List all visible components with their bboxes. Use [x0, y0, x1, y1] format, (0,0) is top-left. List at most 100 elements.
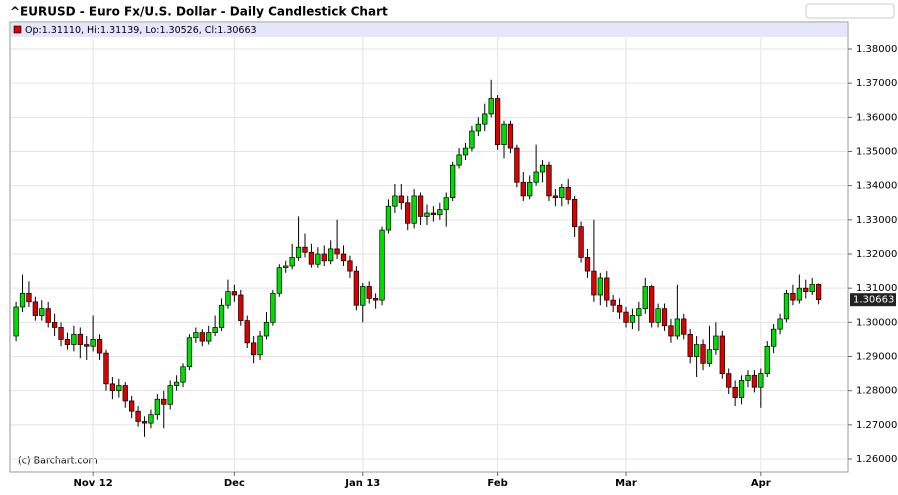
plot-area — [9, 21, 849, 473]
candle-body — [758, 373, 764, 388]
candle-body — [321, 253, 327, 262]
candle-body — [751, 374, 758, 388]
candle-body — [488, 98, 494, 115]
candle-body — [430, 212, 437, 216]
candle-body — [790, 292, 796, 301]
candle-body — [276, 267, 282, 294]
candle-body — [668, 325, 674, 337]
candle-body — [180, 366, 186, 383]
candle-body — [308, 251, 315, 265]
candle-body — [19, 292, 26, 308]
candle-body — [32, 301, 39, 316]
candle-body — [783, 292, 790, 320]
candle-body — [649, 286, 655, 323]
y-tick-label: 1.32000 — [856, 249, 897, 260]
y-tick-label: 1.37000 — [856, 78, 897, 89]
candle-body — [494, 98, 501, 146]
candle-body — [334, 248, 340, 255]
candle-body — [738, 380, 745, 398]
candle-body — [148, 414, 154, 424]
y-tick-label: 1.36000 — [856, 112, 897, 123]
candle-body — [636, 308, 642, 316]
legend-strip — [11, 23, 847, 37]
candle-body — [244, 320, 250, 344]
candle-body — [13, 306, 19, 337]
candle-body — [212, 327, 218, 333]
candle-body — [250, 342, 257, 356]
candle-body — [501, 123, 507, 146]
candle-body — [218, 304, 225, 328]
candle-body — [58, 327, 64, 340]
x-tick-label: Jan 13 — [344, 478, 380, 489]
candle-body — [655, 308, 661, 323]
candle-body — [199, 332, 205, 342]
candle-body — [796, 287, 802, 301]
candle-body — [315, 253, 321, 265]
candle-body — [135, 410, 141, 422]
last-price-box — [850, 293, 896, 307]
candle-body — [661, 308, 668, 327]
candle-body — [713, 335, 719, 351]
candle-body — [462, 147, 469, 156]
candle-body — [270, 292, 276, 323]
candle-body — [803, 287, 809, 292]
legend-text: Op:1.31110, Hi:1.31139, Lo:1.30526, Cl:1… — [25, 25, 257, 36]
candle-body — [161, 398, 167, 405]
candle-body — [514, 147, 520, 183]
candle-body — [732, 386, 738, 398]
candle-body — [64, 339, 71, 345]
candle-body — [584, 257, 591, 272]
candle-body — [238, 294, 244, 321]
candle-body — [693, 344, 700, 357]
candle-body — [96, 339, 103, 354]
candle-body — [206, 332, 212, 342]
y-tick-label: 1.31000 — [856, 283, 897, 294]
search-box[interactable] — [805, 3, 895, 19]
candle-body — [372, 298, 379, 301]
candle-body — [764, 345, 770, 374]
candle-body — [815, 284, 822, 301]
candle-body — [193, 332, 199, 339]
candle-body — [771, 328, 777, 347]
candle-body — [706, 349, 713, 364]
candle-body — [398, 195, 404, 204]
candle-body — [642, 286, 648, 310]
y-tick-label: 1.33000 — [856, 215, 897, 226]
candle-body — [225, 291, 231, 306]
y-tick-label: 1.26000 — [856, 454, 897, 465]
candle-body — [71, 333, 77, 345]
candle-body — [141, 421, 148, 424]
candle-body — [257, 335, 263, 356]
candle-body — [340, 253, 347, 262]
candle-body — [591, 270, 597, 296]
candle-body — [809, 284, 815, 292]
candle-body — [533, 171, 539, 183]
candle-body — [520, 181, 526, 197]
candle-body — [450, 164, 456, 198]
candle-body — [700, 344, 706, 364]
candle-body — [26, 292, 32, 303]
y-tick-label: 1.35000 — [856, 146, 897, 157]
y-tick-label: 1.30000 — [856, 317, 897, 328]
candle-body — [45, 308, 51, 323]
candle-body — [616, 304, 623, 313]
candle-body — [154, 398, 160, 415]
candle-body — [482, 113, 488, 125]
candle-body — [527, 181, 533, 197]
legend-marker — [13, 25, 22, 34]
y-tick-label: 1.27000 — [856, 420, 897, 431]
candle-body — [129, 400, 135, 412]
last-price-label: 1.30663 — [853, 295, 894, 306]
candle-body — [623, 311, 629, 323]
candle-body — [417, 195, 424, 217]
candle-body — [231, 291, 238, 296]
x-tick-label: Nov 12 — [74, 478, 113, 489]
candle-body — [565, 187, 571, 200]
candle-body — [475, 123, 481, 132]
candle-body — [411, 195, 417, 224]
candle-body — [103, 352, 109, 385]
y-tick-label: 1.29000 — [856, 352, 897, 363]
y-tick-label: 1.28000 — [856, 386, 897, 397]
candle-body — [610, 299, 616, 306]
chart-title: ^EURUSD - Euro Fx/U.S. Dollar - Daily Ca… — [10, 5, 388, 19]
